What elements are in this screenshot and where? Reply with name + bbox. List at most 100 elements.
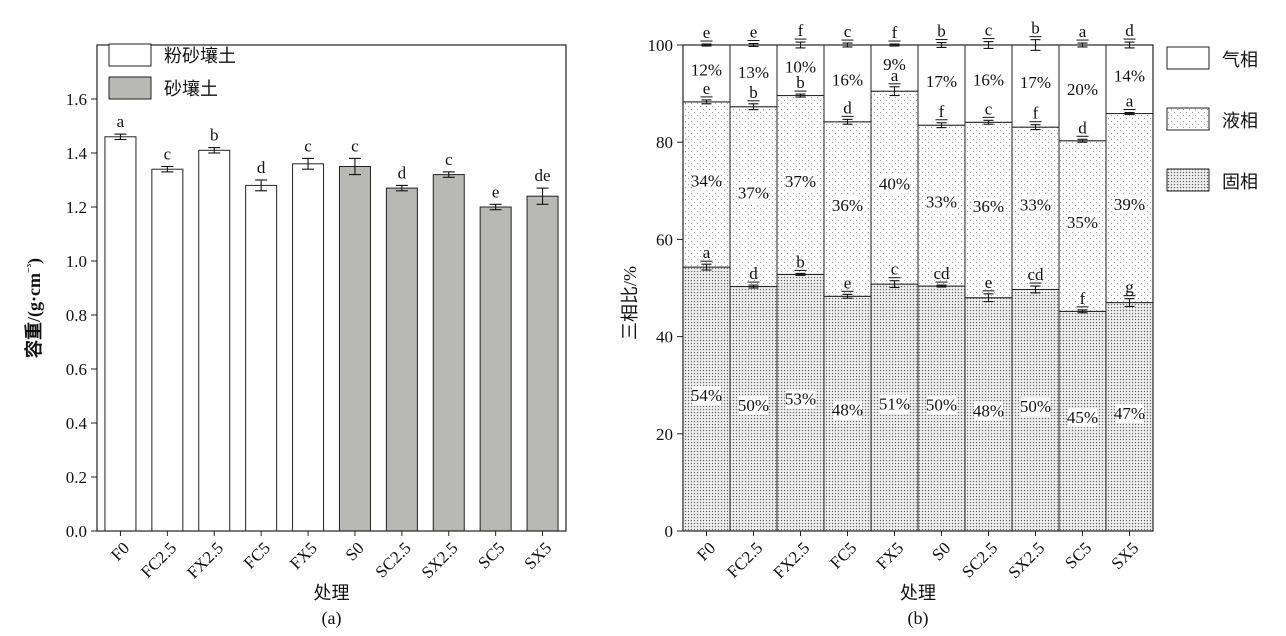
bar (432, 174, 465, 532)
percent-label: 37% (738, 184, 769, 203)
percent-label: 48% (973, 401, 1004, 420)
percent-label-background (1068, 408, 1097, 428)
x-tick-label: SC2.5 (372, 538, 415, 581)
percent-label: 9% (883, 55, 906, 74)
percent-label-background (974, 401, 1003, 421)
y-axis-ticks: 0.0 0.2 0.4 0.6 0.8 1.0 1.2 1.4 1.6 (66, 90, 97, 541)
x-axis-tick-labels: F0 FC2.5 FX2.5 FC5 FX5 S0 SC2.5 SX2.5 SC5 SX5 (107, 531, 555, 582)
bar (151, 168, 184, 532)
plot-frame (96, 44, 567, 532)
percent-label: 20% (1067, 80, 1098, 99)
significance-letter: a (117, 112, 125, 131)
legend-label: 粉砂壤土 (164, 46, 236, 66)
plot-frame (682, 44, 1154, 532)
significance-letter: cd (1027, 265, 1044, 284)
percent-label-background (786, 389, 815, 409)
percent-label-background (927, 395, 956, 415)
bar (385, 187, 418, 532)
bar (479, 206, 512, 532)
y-axis-ticks: 0 20 40 60 80 100 (648, 36, 683, 541)
significance-letter: b (937, 22, 946, 41)
percent-label-background (884, 55, 905, 75)
percent-label: 54% (691, 386, 722, 405)
legend-label: 液相 (1222, 111, 1258, 131)
x-tick-label: FC5 (240, 538, 274, 572)
significance-letter: b (1031, 19, 1040, 38)
significance-letter: c (985, 21, 993, 40)
percent-label: 34% (691, 171, 722, 190)
legend-swatch (108, 43, 152, 67)
legend-swatch (108, 76, 152, 100)
percent-label-background (1115, 66, 1144, 86)
x-axis-title: 处理 (900, 583, 936, 603)
percent-label: 12% (691, 60, 722, 79)
significance-letter: a (891, 66, 899, 85)
panel-label: (b) (908, 608, 929, 629)
significance-letter: d (257, 158, 266, 177)
significance-letter: de (535, 166, 551, 185)
x-tick-label: SX5 (1108, 538, 1143, 573)
percent-label-background (1021, 73, 1050, 93)
x-tick-label: SC5 (1061, 538, 1095, 572)
x-tick-label: SC5 (474, 538, 508, 572)
significance-letters: a c b d c c d c e de (117, 112, 551, 201)
significance-letter: e (844, 273, 852, 292)
significance-letter: d (1125, 21, 1134, 40)
percent-label-background (739, 183, 768, 203)
percent-label-background (1068, 79, 1097, 99)
percent-label-background (974, 70, 1003, 90)
percent-label-background (833, 196, 862, 216)
legend-swatch (1166, 168, 1210, 192)
percent-label-background (1115, 195, 1144, 215)
percent-label: 48% (832, 401, 863, 420)
bar-group (104, 136, 559, 532)
legend-label: 砂壤土 (164, 79, 218, 99)
significance-letter: f (1033, 104, 1039, 123)
x-axis-title: 处理 (314, 583, 350, 603)
significance-letter: c (445, 150, 453, 169)
bar (526, 195, 559, 532)
percent-labels: 54% 34% 12% 50% 37% 13% 53% 37% 10% 48% 36% 16% 51% 4… (691, 55, 1145, 428)
percent-label: 14% (1114, 66, 1145, 85)
y-tick-label: 1.6 (66, 90, 87, 109)
three-phase-panel: 0 20 40 60 80 100 54% 34% 12% 50% 37% 13% 53% 37% 10%… (620, 19, 1258, 629)
bar (245, 184, 278, 532)
x-tick-label: FC2.5 (723, 538, 766, 581)
percent-label-background (739, 395, 768, 415)
significance-letter: a (1079, 22, 1087, 41)
significance-letter: d (843, 98, 852, 117)
x-tick-label: SX5 (521, 538, 556, 573)
percent-label: 16% (973, 71, 1004, 90)
y-tick-label: 0 (665, 522, 674, 541)
x-tick-label: S0 (342, 538, 368, 564)
bar (104, 136, 137, 532)
x-axis-tick-labels: F0 FC2.5 FX2.5 FC5 FX5 S0 SC2.5 SX2.5 SC5 SX5 (693, 531, 1142, 582)
panel-label: (a) (322, 608, 342, 629)
y-tick-label: 40 (656, 328, 673, 347)
y-tick-label: 100 (648, 36, 674, 55)
significance-letter: f (892, 23, 898, 42)
y-tick-label: 0.8 (66, 306, 87, 325)
significance-letter: a (1126, 92, 1134, 111)
y-axis-title: 三相比/% (620, 266, 640, 340)
percent-label-background (1068, 213, 1097, 233)
x-tick-label: F0 (107, 538, 133, 564)
y-tick-label: 60 (656, 230, 673, 249)
percent-label: 36% (973, 197, 1004, 216)
percent-label-background (1115, 403, 1144, 423)
percent-label-background (833, 400, 862, 420)
significance-letter: b (796, 73, 805, 92)
percent-label-background (927, 72, 956, 92)
significance-letter: d (398, 163, 407, 182)
significance-letter: d (1078, 118, 1087, 137)
percent-label: 39% (1114, 195, 1145, 214)
significance-letter: e (492, 182, 500, 201)
percent-label: 33% (1020, 195, 1051, 214)
bar (338, 166, 371, 532)
percent-label: 40% (879, 175, 910, 194)
percent-label-background (927, 192, 956, 212)
percent-label-background (880, 394, 909, 414)
y-tick-label: 80 (656, 133, 673, 152)
